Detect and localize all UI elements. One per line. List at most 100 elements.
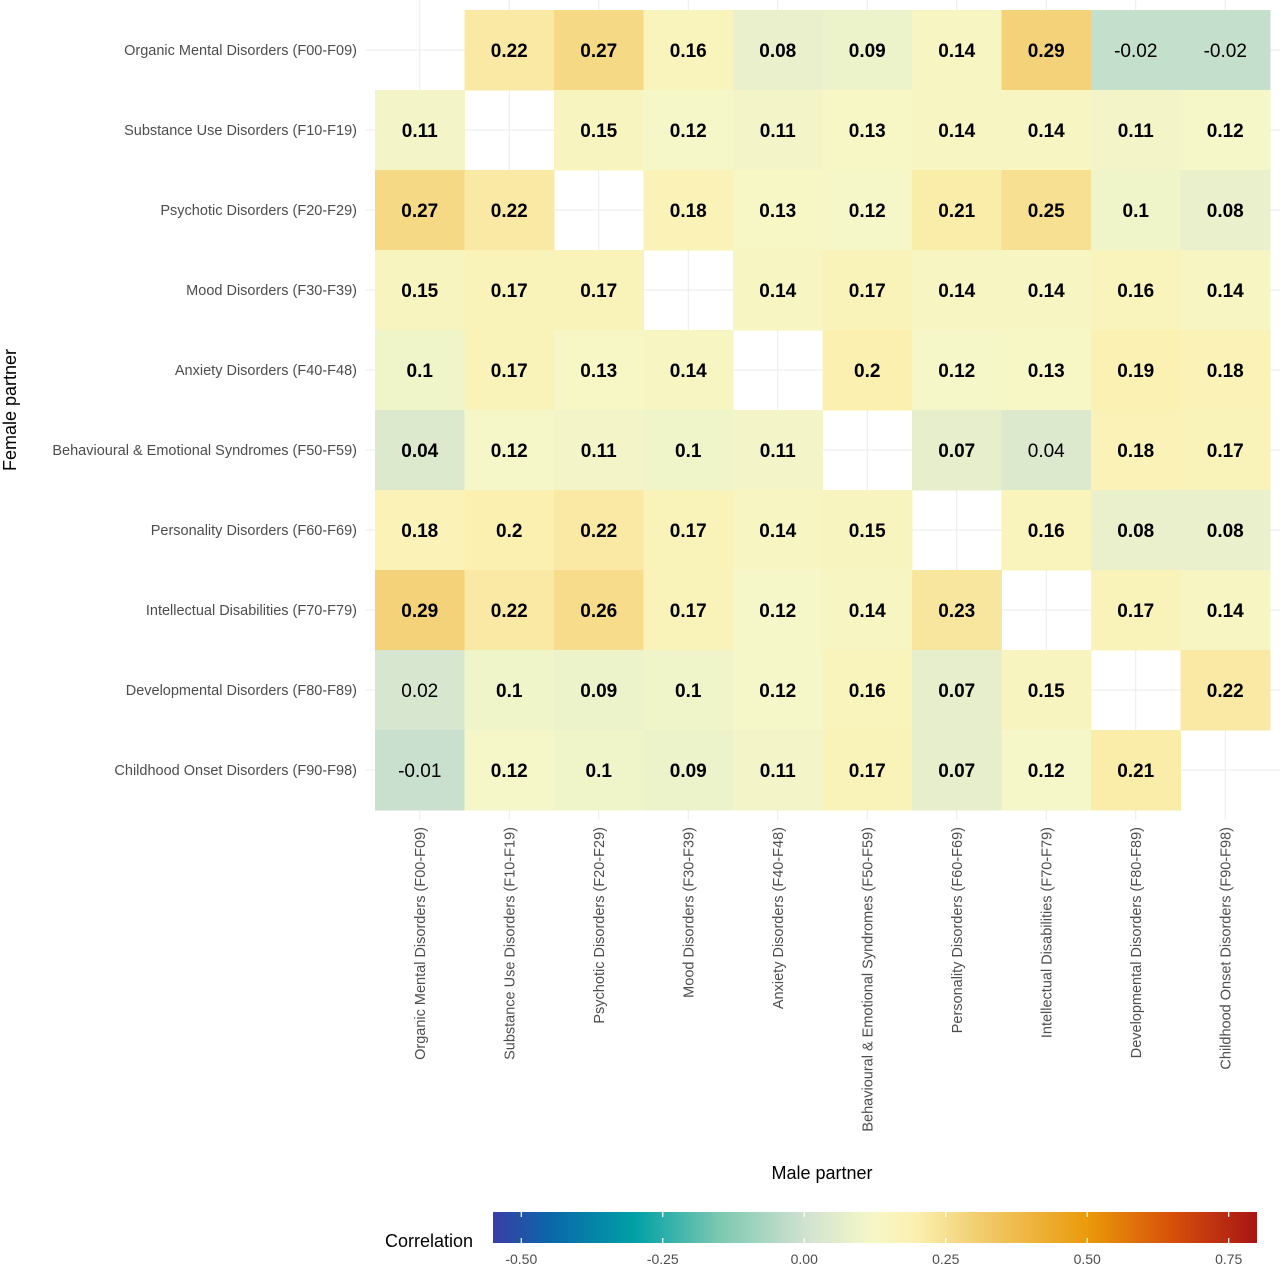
- cell-value-label: 0.29: [1028, 41, 1065, 62]
- heatmap-cell: [822, 490, 913, 571]
- heatmap-cell: [554, 330, 644, 411]
- heatmap-cell: [1180, 330, 1271, 411]
- heatmap-cell: [1180, 10, 1271, 91]
- cell-value-label: 0.17: [670, 601, 707, 622]
- heatmap-cell: [643, 410, 734, 491]
- cell-value-label: 0.12: [759, 681, 796, 702]
- heatmap-cell: [554, 570, 644, 651]
- heatmap-cell: [822, 170, 913, 251]
- heatmap-cell: [643, 650, 734, 731]
- heatmap-cell: [464, 490, 555, 571]
- cell-value-label: 0.2: [496, 521, 522, 542]
- legend-colorbar: [493, 1212, 1257, 1243]
- heatmap-cell: [1091, 170, 1181, 251]
- heatmap-cell: [822, 570, 913, 651]
- cell-value-label: 0.17: [491, 361, 528, 382]
- cell-value-label: 0.09: [849, 41, 886, 62]
- heatmap-cell: [554, 650, 644, 731]
- cell-value-label: 0.12: [1028, 761, 1065, 782]
- cell-value-label: 0.1: [407, 361, 434, 382]
- legend-tick-label: -0.25: [647, 1251, 679, 1267]
- y-tick-label: Substance Use Disorders (F10-F19): [124, 123, 357, 139]
- cell-value-label: 0.14: [1028, 121, 1065, 142]
- cell-value-label: 0.12: [849, 201, 886, 222]
- heatmap-cell: [1001, 410, 1092, 491]
- cell-value-label: 0.16: [670, 41, 707, 62]
- heatmap-cell: [733, 170, 823, 251]
- x-tick-label: Intellectual Disabilities (F70-F79): [1039, 827, 1055, 1038]
- cell-value-label: 0.21: [938, 201, 975, 222]
- cell-value-label: 0.14: [938, 281, 975, 302]
- legend-tick-label: 0.75: [1215, 1251, 1242, 1267]
- x-tick-label: Psychotic Disorders (F20-F29): [592, 827, 608, 1024]
- heatmap-cell: [1180, 570, 1271, 651]
- cell-value-label: 0.14: [759, 281, 796, 302]
- x-tick-label: Childhood Onset Disorders (F90-F98): [1218, 827, 1234, 1070]
- heatmap-cell: [554, 410, 644, 491]
- x-tick-label: Anxiety Disorders (F40-F48): [771, 827, 787, 1009]
- heatmap-cell: [912, 90, 1002, 171]
- cell-value-label: 0.22: [580, 521, 617, 542]
- heatmap-cell: [1001, 490, 1092, 571]
- heatmap-cell: [1180, 650, 1271, 731]
- heatmap-cell: [643, 90, 734, 171]
- heatmap-cell: [1180, 250, 1271, 331]
- heatmap-cell: [733, 410, 823, 491]
- cell-value-label: 0.14: [1207, 601, 1244, 622]
- cell-value-label: 0.18: [1117, 441, 1154, 462]
- heatmap-cell: [733, 730, 823, 811]
- x-axis-tick-labels: Organic Mental Disorders (F00-F09) Substa…: [413, 827, 1235, 1132]
- y-tick-label: Anxiety Disorders (F40-F48): [175, 363, 357, 379]
- heatmap-cell: [554, 250, 644, 331]
- cell-value-label: 0.27: [580, 41, 617, 62]
- legend-tick-label: 0.25: [932, 1251, 959, 1267]
- heatmap-cell: [375, 170, 465, 251]
- heatmap-cell: [1091, 90, 1181, 171]
- cell-value-label: 0.14: [938, 121, 975, 142]
- heatmap-cell: [733, 250, 823, 331]
- heatmap-cell: [1001, 10, 1092, 91]
- heatmap-cell: [912, 170, 1002, 251]
- cell-value-label: 0.1: [675, 681, 702, 702]
- heatmap-cell: [733, 490, 823, 571]
- cell-value-label: 0.12: [759, 601, 796, 622]
- cell-value-label: 0.18: [1207, 361, 1244, 382]
- cell-value-label: 0.08: [1117, 521, 1154, 542]
- heatmap-cell: [912, 250, 1002, 331]
- cell-value-label: 0.11: [1118, 121, 1154, 142]
- heatmap-cell: [912, 10, 1002, 91]
- cell-value-label: 0.08: [1207, 521, 1244, 542]
- x-tick-label: Personality Disorders (F60-F69): [950, 827, 966, 1033]
- cell-value-label: 0.14: [670, 361, 707, 382]
- heatmap-cell: [643, 570, 734, 651]
- heatmap-cell: [822, 650, 913, 731]
- cell-value-label: 0.07: [938, 761, 975, 782]
- heatmap-cell: [733, 10, 823, 91]
- heatmap-cell: [554, 730, 644, 811]
- heatmap-cell: [554, 490, 644, 571]
- cell-value-label: 0.17: [849, 761, 886, 782]
- cell-value-label: 0.14: [759, 521, 796, 542]
- cell-value-label: 0.14: [1207, 281, 1244, 302]
- heatmap-cell: [375, 410, 465, 491]
- x-tick-label: Behavioural & Emotional Syndromes (F50-F…: [860, 827, 876, 1132]
- heatmap-cells: [375, 10, 1271, 811]
- heatmap-cell: [912, 650, 1002, 731]
- heatmap-cell: [1001, 170, 1092, 251]
- cell-value-label: -0.01: [398, 761, 441, 782]
- heatmap-cell: [1091, 490, 1181, 571]
- heatmap-cell: [1180, 90, 1271, 171]
- cell-value-label: 0.17: [491, 281, 528, 302]
- heatmap-cell: [554, 10, 644, 91]
- cell-value-label: 0.17: [670, 521, 707, 542]
- heatmap-cell: [375, 330, 465, 411]
- cell-value-label: 0.17: [1117, 601, 1154, 622]
- cell-value-label: -0.02: [1204, 41, 1247, 62]
- heatmap-cell: [733, 570, 823, 651]
- heatmap-cell: [912, 330, 1002, 411]
- cell-value-label: -0.02: [1114, 41, 1157, 62]
- cell-value-label: 0.1: [1123, 201, 1150, 222]
- heatmap-cell: [1091, 330, 1181, 411]
- cell-value-label: 0.22: [491, 41, 528, 62]
- cell-value-label: 0.16: [1028, 521, 1065, 542]
